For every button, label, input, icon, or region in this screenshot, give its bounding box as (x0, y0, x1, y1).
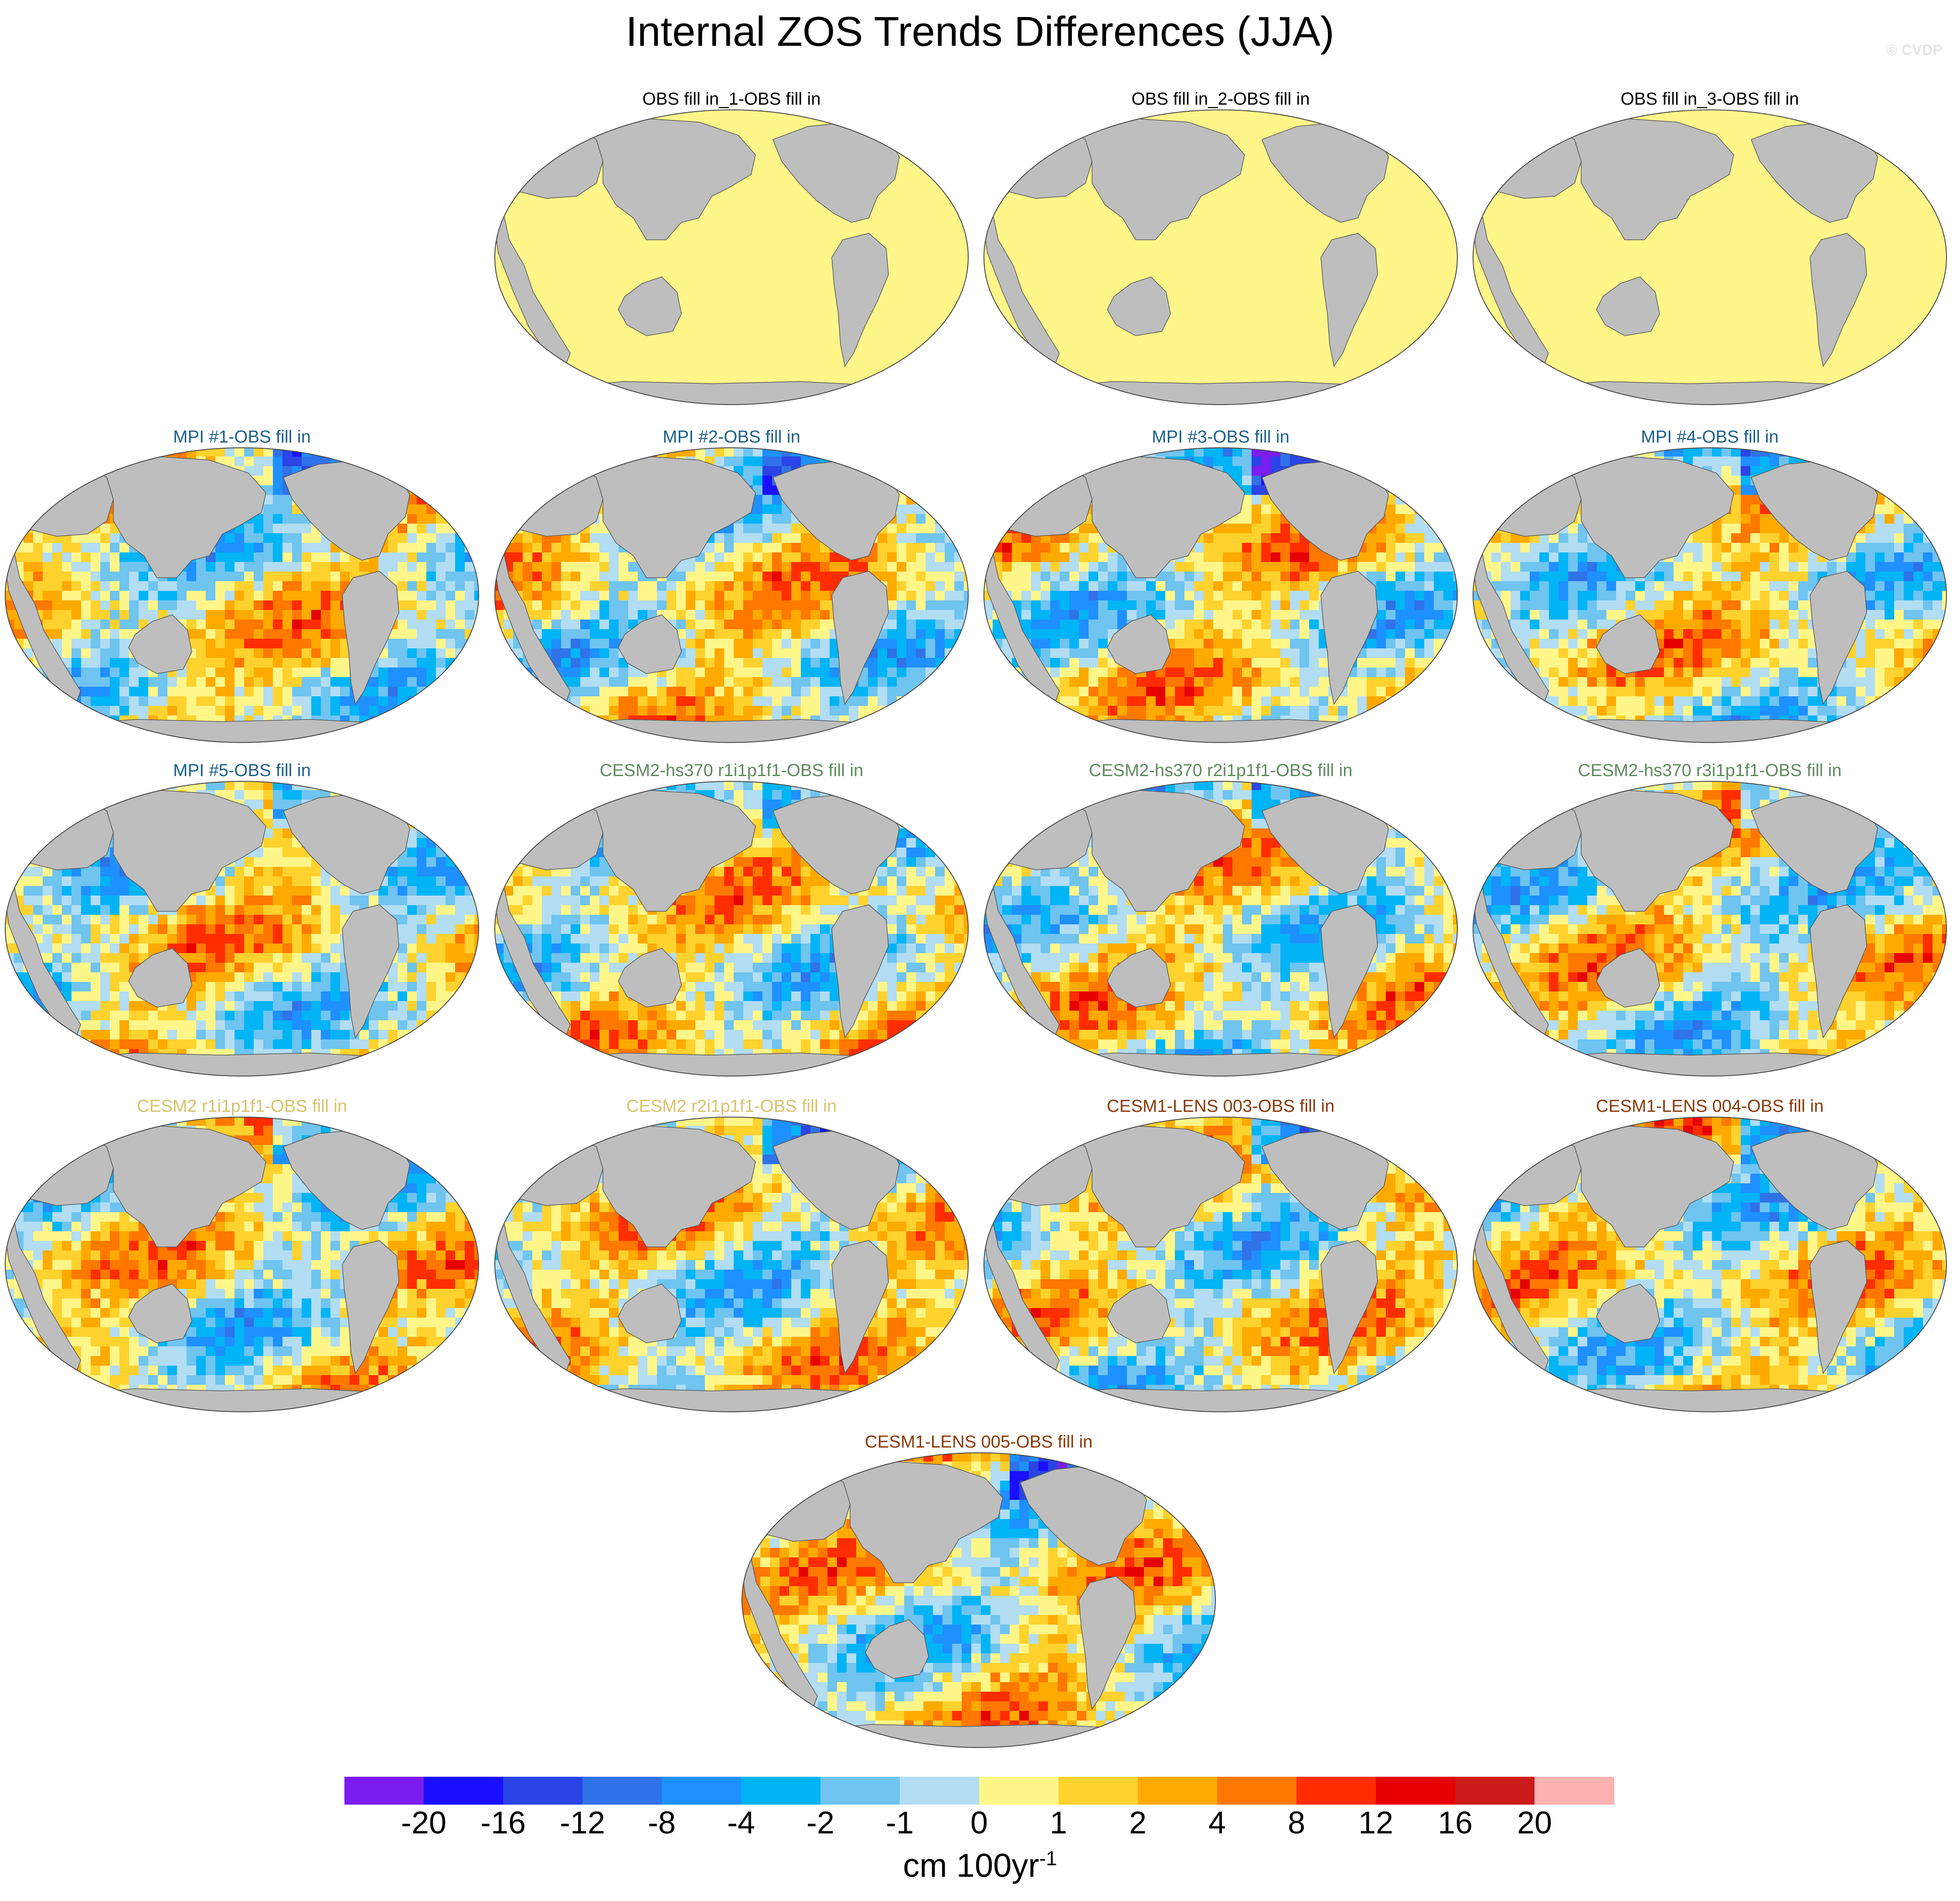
panel-title: CESM2-hs370 r1i1p1f1-OBS fill in (490, 761, 973, 780)
colorbar-segment (1138, 1777, 1218, 1805)
units-exponent: -1 (1039, 1847, 1057, 1870)
world-map (1473, 1117, 1947, 1412)
panel-title: OBS fill in_2-OBS fill in (979, 89, 1463, 109)
world-map (742, 1452, 1216, 1748)
map-panel: CESM2 r2i1p1f1-OBS fill in (490, 1097, 973, 1419)
colorbar-segment (820, 1777, 900, 1805)
colorbar-segment (1455, 1777, 1535, 1805)
world-map (983, 447, 1458, 743)
colorbar-segment (1376, 1777, 1456, 1805)
panel-title: CESM2-hs370 r3i1p1f1-OBS fill in (1468, 761, 1952, 780)
map-panel: MPI #2-OBS fill in (490, 427, 973, 750)
map-panel: OBS fill in_3-OBS fill in (1468, 89, 1952, 412)
panel-title: OBS fill in_1-OBS fill in (490, 89, 973, 109)
colorbar-segment (1535, 1777, 1614, 1805)
colorbar-tick-label: 20 (1517, 1805, 1552, 1841)
colorbar-segment (1217, 1777, 1297, 1805)
world-map (494, 781, 969, 1077)
panel-title: MPI #3-OBS fill in (979, 427, 1463, 447)
map-panel: CESM2 r1i1p1f1-OBS fill in (0, 1097, 484, 1419)
colorbar-tick-label: -8 (648, 1805, 676, 1841)
colorbar-tick-label: 16 (1438, 1805, 1473, 1841)
colorbar-tick-label: 1 (1050, 1805, 1067, 1841)
colorbar-tick-label: -4 (727, 1805, 755, 1841)
world-map (983, 1117, 1458, 1412)
world-map (983, 781, 1458, 1077)
colorbar-tick-label: 2 (1129, 1805, 1147, 1841)
map-panel: CESM1-LENS 004-OBS fill in (1468, 1097, 1952, 1419)
colorbar-segment (344, 1777, 424, 1805)
colorbar-segment (503, 1777, 583, 1805)
world-map (983, 109, 1458, 405)
panel-title: CESM2 r2i1p1f1-OBS fill in (490, 1097, 973, 1116)
panel-title: MPI #2-OBS fill in (490, 427, 973, 447)
colorbar-segment (1296, 1777, 1376, 1805)
figure-title: Internal ZOS Trends Differences (JJA) (0, 8, 1960, 56)
map-panel: MPI #1-OBS fill in (0, 427, 484, 750)
world-map (494, 447, 969, 743)
panel-title: CESM1-LENS 005-OBS fill in (737, 1432, 1221, 1452)
world-map (494, 109, 969, 405)
panel-title: CESM2-hs370 r2i1p1f1-OBS fill in (979, 761, 1463, 780)
panel-title: MPI #1-OBS fill in (0, 427, 484, 447)
map-panel: CESM1-LENS 003-OBS fill in (979, 1097, 1463, 1419)
colorbar-segment (424, 1777, 504, 1805)
map-panel: MPI #5-OBS fill in (0, 761, 484, 1083)
world-map (494, 1117, 969, 1412)
panel-title: MPI #5-OBS fill in (0, 761, 484, 780)
panel-title: OBS fill in_3-OBS fill in (1468, 89, 1952, 109)
map-panel: MPI #3-OBS fill in (979, 427, 1463, 750)
colorbar-tick-label: -20 (401, 1805, 446, 1841)
panel-title: MPI #4-OBS fill in (1468, 427, 1952, 447)
map-panel: CESM2-hs370 r1i1p1f1-OBS fill in (490, 761, 973, 1083)
colorbar-tick-label: -12 (560, 1805, 605, 1841)
world-map (5, 781, 479, 1077)
world-map (1473, 781, 1947, 1077)
colorbar-tick-label: 4 (1208, 1805, 1226, 1841)
map-panel: CESM1-LENS 005-OBS fill in (737, 1432, 1221, 1755)
world-map (5, 1117, 479, 1412)
colorbar-units: cm 100yr-1 (0, 1846, 1960, 1884)
colorbar-segment (662, 1777, 742, 1805)
map-panel: OBS fill in_1-OBS fill in (490, 89, 973, 412)
world-map (1473, 109, 1947, 405)
colorbar-segment (1058, 1777, 1138, 1805)
cvdp-credit: © CVDP (1886, 42, 1943, 59)
colorbar-tick-label: -2 (806, 1805, 834, 1841)
panel-title: CESM1-LENS 003-OBS fill in (979, 1097, 1463, 1116)
colorbar-tick-label: -1 (886, 1805, 914, 1841)
world-map (5, 447, 479, 743)
colorbar (344, 1777, 1614, 1805)
map-panel: OBS fill in_2-OBS fill in (979, 89, 1463, 412)
colorbar-tick-label: 0 (970, 1805, 988, 1841)
colorbar-tick-label: -16 (480, 1805, 526, 1841)
map-panel: MPI #4-OBS fill in (1468, 427, 1952, 750)
colorbar-segment (582, 1777, 662, 1805)
units-base: cm 100yr (903, 1847, 1039, 1884)
map-panel: CESM2-hs370 r3i1p1f1-OBS fill in (1468, 761, 1952, 1083)
panel-title: CESM1-LENS 004-OBS fill in (1468, 1097, 1952, 1116)
world-map (1473, 447, 1947, 743)
map-panel: CESM2-hs370 r2i1p1f1-OBS fill in (979, 761, 1463, 1083)
colorbar-segment (979, 1777, 1059, 1805)
colorbar-segment (900, 1777, 980, 1805)
colorbar-tick-label: 8 (1288, 1805, 1305, 1841)
colorbar-tick-label: 12 (1358, 1805, 1393, 1841)
panel-title: CESM2 r1i1p1f1-OBS fill in (0, 1097, 484, 1116)
colorbar-segment (741, 1777, 821, 1805)
